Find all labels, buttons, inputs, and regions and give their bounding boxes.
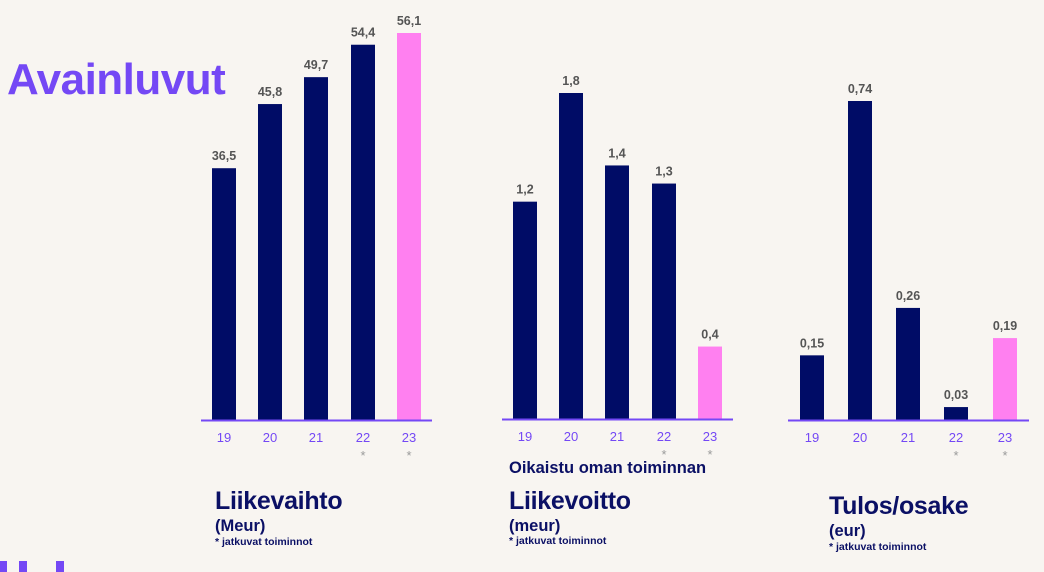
x-tick-label: 21 <box>610 429 624 444</box>
chart-title: Liikevoitto <box>509 486 631 515</box>
chart-pretitle: Oikaistu oman toiminnan <box>509 459 707 477</box>
data-label: 0,26 <box>896 289 920 303</box>
bar-22 <box>351 44 375 421</box>
caption-liikevoitto: Oikaistu oman toiminnan Liikevoitto (meu… <box>509 460 706 547</box>
data-label: 1,4 <box>608 146 625 160</box>
data-label: 0,19 <box>993 319 1017 333</box>
bar-21 <box>605 165 629 419</box>
page-title: Avainluvut <box>7 55 226 104</box>
bar-22 <box>944 407 968 420</box>
bar-23 <box>698 346 722 419</box>
logo-fragment <box>19 561 27 572</box>
chart-title: Tulos/osake <box>829 492 969 520</box>
x-tick-mark: * <box>707 447 712 462</box>
x-tick-label: 22 <box>657 429 671 444</box>
x-tick-label: 20 <box>263 430 277 445</box>
x-tick-label: 21 <box>901 430 915 445</box>
x-tick-mark: * <box>953 448 958 463</box>
x-tick-label: 19 <box>805 430 819 445</box>
x-tick-label: 22 <box>356 430 370 445</box>
data-label: 1,2 <box>516 183 533 197</box>
x-tick-mark: * <box>406 448 411 463</box>
chart-note: * jatkuvat toiminnot <box>215 535 313 548</box>
x-tick-label: 22 <box>949 430 963 445</box>
caption-liikevaihto: Liikevaihto (Meur) * jatkuvat toiminnot <box>215 487 343 548</box>
x-tick-mark: * <box>1002 448 1007 463</box>
data-label: 36,5 <box>212 149 236 163</box>
data-label: 0,74 <box>848 82 872 96</box>
bar-20 <box>559 93 583 419</box>
bar-21 <box>304 77 328 421</box>
x-tick-label: 20 <box>564 429 578 444</box>
bar-23 <box>397 33 421 420</box>
x-tick-mark: * <box>360 448 365 463</box>
data-label: 1,3 <box>655 165 672 179</box>
chart-unit: (Meur) <box>215 517 266 535</box>
x-tick-mark: * <box>661 447 666 462</box>
logo-fragment <box>0 561 7 572</box>
data-label: 49,7 <box>304 58 328 72</box>
bar-20 <box>848 101 872 420</box>
bar-21 <box>896 307 920 420</box>
bar-20 <box>258 104 282 421</box>
chart-title: Liikevaihto <box>215 487 343 515</box>
logo-fragment <box>56 561 64 572</box>
data-label: 56,1 <box>397 14 421 28</box>
data-label: 0,4 <box>701 328 718 342</box>
bar-22 <box>652 183 676 419</box>
chart-note: * jatkuvat toiminnot <box>509 535 607 547</box>
data-label: 0,03 <box>944 388 968 402</box>
chart-unit: (meur) <box>509 516 561 535</box>
data-label: 1,8 <box>562 74 579 88</box>
x-tick-label: 19 <box>518 429 532 444</box>
bar-23 <box>993 338 1017 420</box>
chart-tulos-osake: 0,15 19 0,74 20 0,26 21 0,03 22 * 0,19 23 * <box>788 82 1029 463</box>
bar-19 <box>212 168 236 420</box>
x-tick-label: 23 <box>402 430 416 445</box>
data-label: 54,4 <box>351 26 375 40</box>
caption-tulos-osake: Tulos/osake (eur) * jatkuvat toiminnot <box>829 492 969 553</box>
data-label: 45,8 <box>258 85 282 99</box>
x-tick-label: 20 <box>853 430 867 445</box>
chart-liikevoitto: 1,2 19 1,8 20 1,4 21 1,3 22 * 0,4 23 * <box>502 74 733 462</box>
chart-unit: (eur) <box>829 522 866 540</box>
x-tick-label: 21 <box>309 430 323 445</box>
x-tick-label: 19 <box>217 430 231 445</box>
chart-note: * jatkuvat toiminnot <box>829 540 927 553</box>
chart-liikevaihto: 36,5 19 45,8 20 49,7 21 54,4 22 * 56,1 23 * <box>201 14 432 463</box>
bar-19 <box>513 201 537 419</box>
bar-19 <box>800 355 824 420</box>
x-tick-label: 23 <box>703 429 717 444</box>
data-label: 0,15 <box>800 336 824 350</box>
x-tick-label: 23 <box>998 430 1012 445</box>
